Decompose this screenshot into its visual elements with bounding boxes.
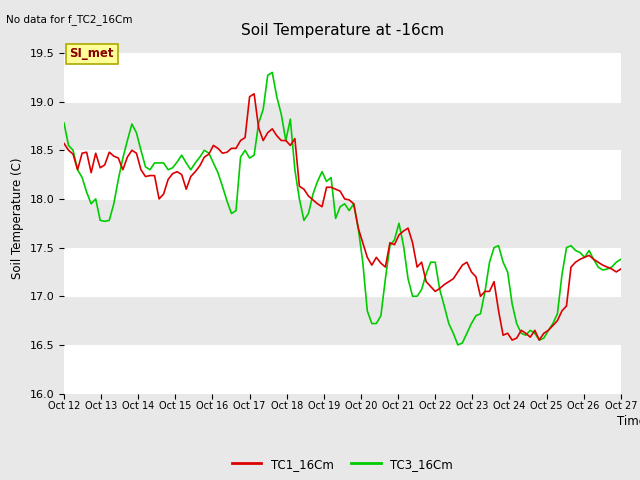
TC3_16Cm bbox=[617, 256, 625, 262]
Text: SI_met: SI_met bbox=[70, 48, 114, 60]
Bar bbox=[64, 296, 621, 345]
TC3_16Cm bbox=[309, 191, 317, 197]
TC1_16Cm bbox=[223, 149, 231, 155]
TC3_16Cm bbox=[454, 342, 461, 348]
Title: Soil Temperature at -16cm: Soil Temperature at -16cm bbox=[241, 23, 444, 38]
Bar bbox=[64, 248, 621, 296]
TC3_16Cm bbox=[386, 243, 394, 249]
TC1_16Cm bbox=[65, 147, 72, 153]
Bar bbox=[64, 150, 621, 199]
Legend: TC1_16Cm, TC3_16Cm: TC1_16Cm, TC3_16Cm bbox=[227, 453, 458, 475]
TC3_16Cm bbox=[164, 167, 172, 173]
TC1_16Cm bbox=[164, 177, 172, 182]
TC1_16Cm bbox=[309, 197, 317, 203]
X-axis label: Time: Time bbox=[618, 415, 640, 428]
TC1_16Cm bbox=[250, 91, 258, 96]
Bar bbox=[64, 345, 621, 394]
TC1_16Cm bbox=[617, 266, 625, 272]
TC3_16Cm bbox=[223, 198, 231, 204]
Bar bbox=[64, 102, 621, 150]
TC1_16Cm bbox=[386, 240, 394, 246]
Y-axis label: Soil Temperature (C): Soil Temperature (C) bbox=[11, 157, 24, 279]
TC3_16Cm bbox=[268, 70, 276, 75]
Bar bbox=[64, 53, 621, 102]
TC1_16Cm bbox=[508, 337, 516, 343]
TC1_16Cm bbox=[97, 165, 104, 171]
TC3_16Cm bbox=[97, 217, 104, 223]
Bar bbox=[64, 199, 621, 248]
TC3_16Cm bbox=[65, 143, 72, 148]
TC1_16Cm bbox=[60, 141, 68, 146]
Text: No data for f_TC2_16Cm: No data for f_TC2_16Cm bbox=[6, 14, 133, 25]
TC3_16Cm bbox=[60, 120, 68, 126]
Line: TC1_16Cm: TC1_16Cm bbox=[64, 94, 621, 340]
Line: TC3_16Cm: TC3_16Cm bbox=[64, 72, 621, 345]
